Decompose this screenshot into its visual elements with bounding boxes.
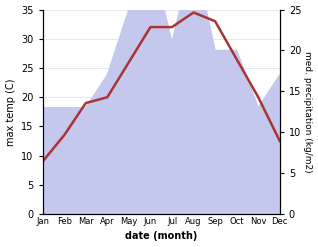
Y-axis label: max temp (C): max temp (C) [5,78,16,145]
X-axis label: date (month): date (month) [125,231,197,242]
Y-axis label: med. precipitation (kg/m2): med. precipitation (kg/m2) [303,51,313,173]
